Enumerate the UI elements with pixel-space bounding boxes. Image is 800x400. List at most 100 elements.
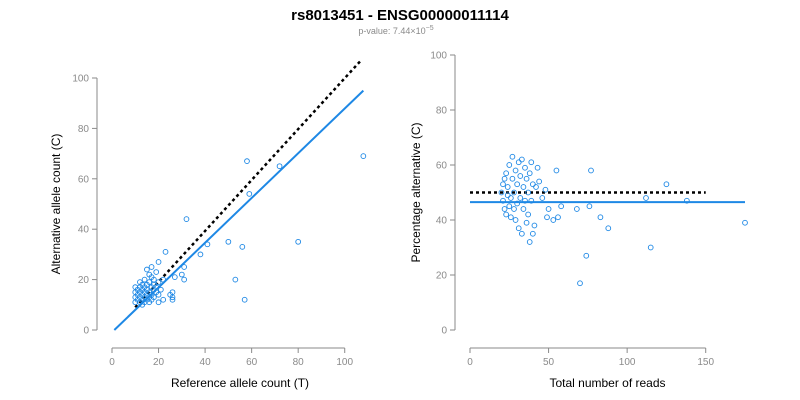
data-point — [500, 197, 506, 204]
data-point — [160, 296, 167, 303]
chart-title: rs8013451 - ENSG00000011114 — [291, 7, 509, 24]
data-point — [526, 239, 533, 245]
data-point — [508, 195, 514, 201]
data-point — [515, 159, 522, 166]
data-point — [577, 280, 583, 287]
x-tick-label: 0 — [109, 357, 115, 368]
data-point — [178, 271, 185, 278]
x-axis-title: Reference allele count (T) — [171, 376, 309, 390]
data-point — [158, 286, 164, 293]
data-point — [509, 175, 516, 182]
data-point — [151, 276, 157, 283]
y-tick-label: 60 — [78, 174, 90, 185]
data-point — [643, 195, 649, 201]
y-tick-label: 40 — [78, 225, 90, 236]
y-tick-label: 100 — [430, 51, 447, 62]
data-point — [520, 184, 527, 190]
data-point — [181, 264, 187, 270]
data-point — [155, 279, 162, 285]
y-axis-title: Alternative allele count (C) — [49, 134, 63, 275]
y-tick-label: 80 — [436, 106, 448, 117]
data-point — [520, 206, 527, 212]
data-point — [514, 181, 520, 188]
x-tick-label: 100 — [336, 357, 353, 368]
data-point — [523, 175, 530, 182]
data-point — [519, 230, 525, 237]
data-point — [169, 296, 176, 303]
data-point — [597, 214, 604, 221]
data-point — [501, 175, 508, 182]
data-point — [276, 163, 283, 170]
data-point — [663, 181, 670, 188]
y-tick-label: 40 — [436, 216, 448, 227]
data-point — [232, 276, 239, 283]
x-tick-label: 40 — [200, 357, 212, 368]
data-point — [550, 217, 557, 223]
data-point — [155, 291, 162, 298]
data-point — [151, 294, 157, 301]
data-point — [536, 178, 542, 185]
data-point — [528, 197, 535, 204]
data-point — [588, 167, 594, 174]
p-value-exponent: −5 — [426, 25, 434, 32]
data-point — [533, 184, 539, 190]
data-point — [530, 181, 536, 188]
data-point — [183, 216, 190, 222]
y-tick-label: 60 — [436, 161, 448, 172]
data-point — [525, 211, 531, 218]
data-point — [144, 266, 150, 273]
data-point — [501, 206, 508, 212]
data-point — [500, 181, 506, 188]
data-point — [558, 203, 564, 210]
data-point — [506, 162, 513, 168]
data-point — [555, 214, 561, 221]
x-tick-label: 60 — [246, 357, 258, 368]
reference-line — [134, 59, 362, 309]
data-point — [534, 164, 541, 171]
data-point — [295, 238, 302, 245]
y-axis-title: Percentage alternative (C) — [409, 122, 423, 262]
data-point — [514, 200, 520, 207]
data-point — [171, 274, 178, 280]
x-axis-title: Total number of reads — [549, 376, 665, 390]
data-point — [511, 206, 517, 212]
data-point — [153, 284, 160, 291]
chart-subtitle: p-value: 7.44×10−5 — [358, 25, 433, 36]
x-tick-label: 100 — [619, 357, 636, 368]
data-point — [506, 203, 513, 210]
left-scatter-plot: 0 20 40 60 80 100 0 20 40 60 80 100 Reference allele… — [49, 59, 367, 390]
x-tick-label: 20 — [153, 357, 165, 368]
data-point — [181, 276, 187, 283]
data-point — [155, 259, 162, 265]
data-point — [526, 170, 533, 177]
data-point — [545, 206, 552, 212]
p-value-text: p-value: 7.44×10 — [358, 26, 425, 36]
x-tick-label: 0 — [467, 357, 473, 368]
data-point — [522, 197, 528, 204]
y-tick-label: 20 — [78, 275, 90, 286]
data-point — [498, 189, 505, 196]
data-point — [503, 211, 509, 218]
data-point — [528, 159, 535, 166]
data-point — [519, 156, 525, 163]
x-tick-label: 50 — [543, 357, 555, 368]
data-point — [244, 158, 250, 165]
data-point — [523, 219, 530, 226]
data-point — [504, 184, 511, 190]
data-point — [204, 241, 211, 248]
data-point — [162, 249, 169, 255]
data-point — [586, 203, 593, 210]
data-point — [197, 251, 204, 258]
data-point — [542, 186, 549, 193]
data-point — [544, 214, 550, 221]
data-point — [517, 195, 524, 201]
data-point — [241, 296, 248, 303]
data-point — [508, 214, 514, 221]
data-point — [517, 173, 524, 179]
right-scatter-plot: 0 50 100 150 0 20 40 60 80 100 Total number of rea… — [409, 51, 748, 390]
data-point — [515, 225, 522, 232]
y-tick-label: 0 — [83, 326, 89, 337]
y-tick-label: 20 — [436, 271, 448, 282]
data-point — [225, 238, 232, 245]
